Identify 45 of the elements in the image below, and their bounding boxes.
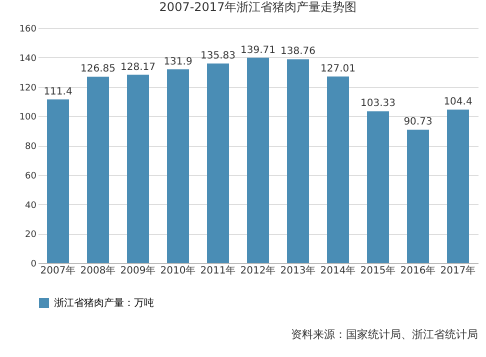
data-label: 104.4	[444, 96, 472, 108]
data-label: 135.83	[200, 50, 236, 62]
x-tick-label: 2012年	[240, 264, 276, 276]
y-tick-label: 160	[19, 24, 37, 34]
data-label: 111.4	[44, 86, 72, 98]
bar	[87, 76, 109, 263]
y-tick-label: 60	[25, 171, 37, 182]
x-tick-label: 2009年	[120, 264, 156, 276]
y-tick-label: 0	[30, 260, 37, 270]
x-tick-label: 2008年	[80, 264, 116, 276]
y-tick-label: 20	[25, 230, 37, 240]
text: 资料来源：国家统计局、浙江省统计局	[291, 328, 478, 341]
y-tick-label: 40	[25, 200, 37, 211]
x-tick-label: 2016年	[400, 264, 436, 276]
y-tick-label: 80	[25, 142, 37, 152]
data-label: 131.9	[164, 56, 192, 68]
bar	[207, 64, 229, 263]
data-label: 126.85	[80, 64, 116, 75]
y-tick-label: 100	[19, 112, 37, 123]
data-label: 127.01	[320, 63, 356, 74]
bar	[167, 69, 189, 263]
bar	[407, 130, 429, 263]
data-label: 90.73	[404, 116, 432, 128]
bar	[287, 59, 309, 263]
data-label: 139.71	[240, 44, 276, 56]
y-tick-label: 120	[19, 83, 37, 94]
data-label: 128.17	[120, 62, 156, 73]
y-tick-label: 140	[19, 54, 37, 64]
x-tick-label: 2015年	[360, 264, 396, 276]
x-tick-label: 2011年	[200, 264, 236, 276]
legend-label: 浙江省猪肉产量：万吨	[54, 297, 154, 309]
bar	[247, 58, 269, 263]
x-tick-label: 2013年	[280, 264, 316, 276]
data-label: 138.76	[280, 46, 316, 58]
chart-title: 2007-2017年浙江省猪肉产量走势图	[159, 0, 357, 14]
bar	[127, 74, 149, 263]
x-tick-label: 2017年	[440, 264, 476, 276]
x-tick-label: 2007年	[40, 264, 76, 276]
bar	[367, 111, 389, 263]
bar	[47, 99, 69, 263]
x-tick-label: 2010年	[160, 264, 196, 276]
bar	[447, 110, 469, 263]
bar	[327, 76, 349, 263]
x-tick-label: 2014年	[320, 264, 356, 276]
data-label: 103.33	[360, 98, 396, 110]
